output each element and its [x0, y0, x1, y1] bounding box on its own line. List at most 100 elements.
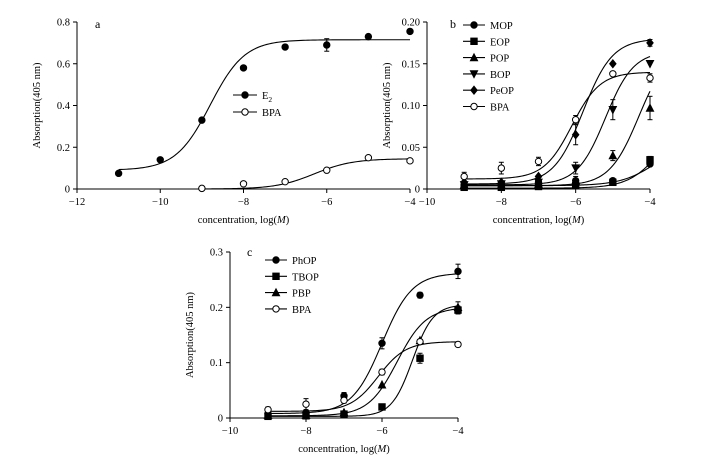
- data-point-bpa: [534, 157, 543, 166]
- panel-label: a: [95, 17, 101, 31]
- x-tick-label: −10: [419, 197, 435, 208]
- data-point-peop: [534, 171, 543, 182]
- data-point-phop: [454, 267, 462, 276]
- data-point-bpa: [239, 180, 248, 188]
- data-point-e2: [198, 116, 206, 124]
- y-tick-label: 0.20: [402, 18, 420, 29]
- data-point-bpa: [302, 400, 310, 408]
- data-point-peop: [571, 129, 580, 140]
- data-point-tbop: [378, 403, 386, 411]
- data-point-bpa: [378, 368, 386, 376]
- fit-curve-e2: [118, 39, 411, 171]
- x-tick-label: −10: [152, 197, 168, 208]
- data-point-pop: [571, 175, 581, 185]
- legend: E2 BPA: [233, 91, 282, 119]
- legend-label-bpa: BPA: [292, 305, 312, 316]
- data-point-bop: [645, 60, 655, 69]
- data-point-pop: [645, 103, 655, 112]
- y-tick-label: 0.8: [57, 18, 70, 29]
- legend-label-bop: BOP: [490, 70, 511, 81]
- series-bpa: [198, 153, 414, 193]
- x-tick-label: −10: [222, 426, 238, 437]
- y-tick-label: 0.2: [210, 303, 223, 314]
- fit-curve-peop: [464, 39, 651, 185]
- legend-marker: [272, 272, 280, 281]
- data-point-bpa: [406, 157, 414, 165]
- x-tick-label: −12: [69, 197, 85, 208]
- legend-marker: [241, 91, 249, 99]
- legend-label-eop: EOP: [490, 37, 510, 48]
- fit-curve-bop: [464, 56, 651, 186]
- data-point-bpa: [323, 166, 331, 174]
- data-point-e2: [239, 64, 248, 72]
- y-tick-label: 0: [415, 185, 420, 196]
- legend: MOP EOP POP BOP PeOP BPA: [463, 21, 514, 114]
- series-bpa: [460, 70, 654, 182]
- y-axis-label: Absorption(405 nm): [382, 62, 393, 149]
- y-tick-label: 0.6: [57, 59, 70, 70]
- legend-label-peop: PeOP: [490, 86, 514, 97]
- series-e2: [114, 27, 414, 178]
- data-point-e2: [406, 27, 414, 36]
- data-point-bop: [571, 164, 581, 174]
- data-point-pbp: [453, 302, 463, 312]
- chart-panel-c: 0 0.1 0.2 0.3 −10 −8 −6 −4 concentration, log(M)…: [185, 245, 464, 455]
- data-point-pop: [608, 150, 618, 160]
- data-point-pbp: [339, 407, 349, 417]
- legend-marker: [272, 256, 280, 264]
- legend-marker: [241, 108, 249, 116]
- fit-curve-phop: [268, 273, 459, 415]
- x-tick-label: −8: [238, 197, 249, 208]
- data-point-tbop: [416, 354, 424, 362]
- legend-marker: [271, 287, 281, 297]
- chart-panel-a: 0 0.2 0.4 0.6 0.8 −12 −10 −8 −6 −4 concentration, …: [32, 17, 416, 226]
- legend-label-phop: PhOP: [292, 256, 317, 267]
- x-axis-label: concentration, log(M): [298, 444, 390, 455]
- data-point-pbp: [263, 410, 273, 419]
- series-bop: [459, 56, 655, 190]
- data-point-bpa: [460, 172, 468, 181]
- data-point-bpa: [198, 184, 206, 193]
- data-point-e2: [323, 41, 331, 49]
- data-point-bpa: [416, 337, 424, 346]
- y-tick-label: 0.2: [57, 143, 70, 154]
- series-tbop: [264, 305, 462, 421]
- data-point-bpa: [340, 396, 348, 404]
- data-point-bpa: [264, 406, 272, 414]
- data-point-bpa: [646, 74, 654, 82]
- data-point-e2: [156, 156, 164, 164]
- data-point-phop: [378, 339, 386, 347]
- data-point-bpa: [281, 177, 289, 186]
- legend-label-pbp: PBP: [292, 289, 311, 300]
- y-tick-label: 0.05: [402, 143, 420, 154]
- fit-curve-pop: [464, 90, 651, 187]
- y-tick-label: 0.3: [210, 248, 223, 259]
- data-point-phop: [416, 291, 424, 299]
- fit-curve-bpa: [201, 158, 411, 190]
- x-tick-label: −4: [452, 426, 464, 437]
- legend-label-pop: POP: [490, 54, 509, 65]
- x-tick-label: −6: [570, 197, 581, 208]
- y-tick-label: 0: [218, 414, 223, 425]
- panel-label: b: [450, 17, 456, 31]
- fit-curve-tbop: [268, 305, 459, 417]
- data-point-peop: [646, 38, 654, 48]
- legend-marker: [272, 305, 280, 313]
- legend: PhOP TBOP PBP BPA: [265, 256, 319, 316]
- data-point-e2: [114, 169, 123, 178]
- x-tick-label: −8: [300, 426, 311, 437]
- legend-label-bpa: BPA: [490, 103, 510, 114]
- panel-label: c: [247, 245, 252, 259]
- data-point-bpa: [609, 70, 617, 78]
- x-tick-label: −6: [321, 197, 332, 208]
- y-tick-label: 0.10: [402, 101, 420, 112]
- data-point-e2: [281, 43, 289, 51]
- y-tick-label: 0.1: [210, 358, 223, 369]
- y-tick-label: 0.15: [402, 59, 420, 70]
- legend-marker: [470, 85, 478, 96]
- fit-curve-eop: [464, 162, 651, 189]
- legend-marker: [469, 52, 479, 62]
- data-point-bop: [608, 105, 618, 115]
- x-tick-label: −8: [496, 197, 507, 208]
